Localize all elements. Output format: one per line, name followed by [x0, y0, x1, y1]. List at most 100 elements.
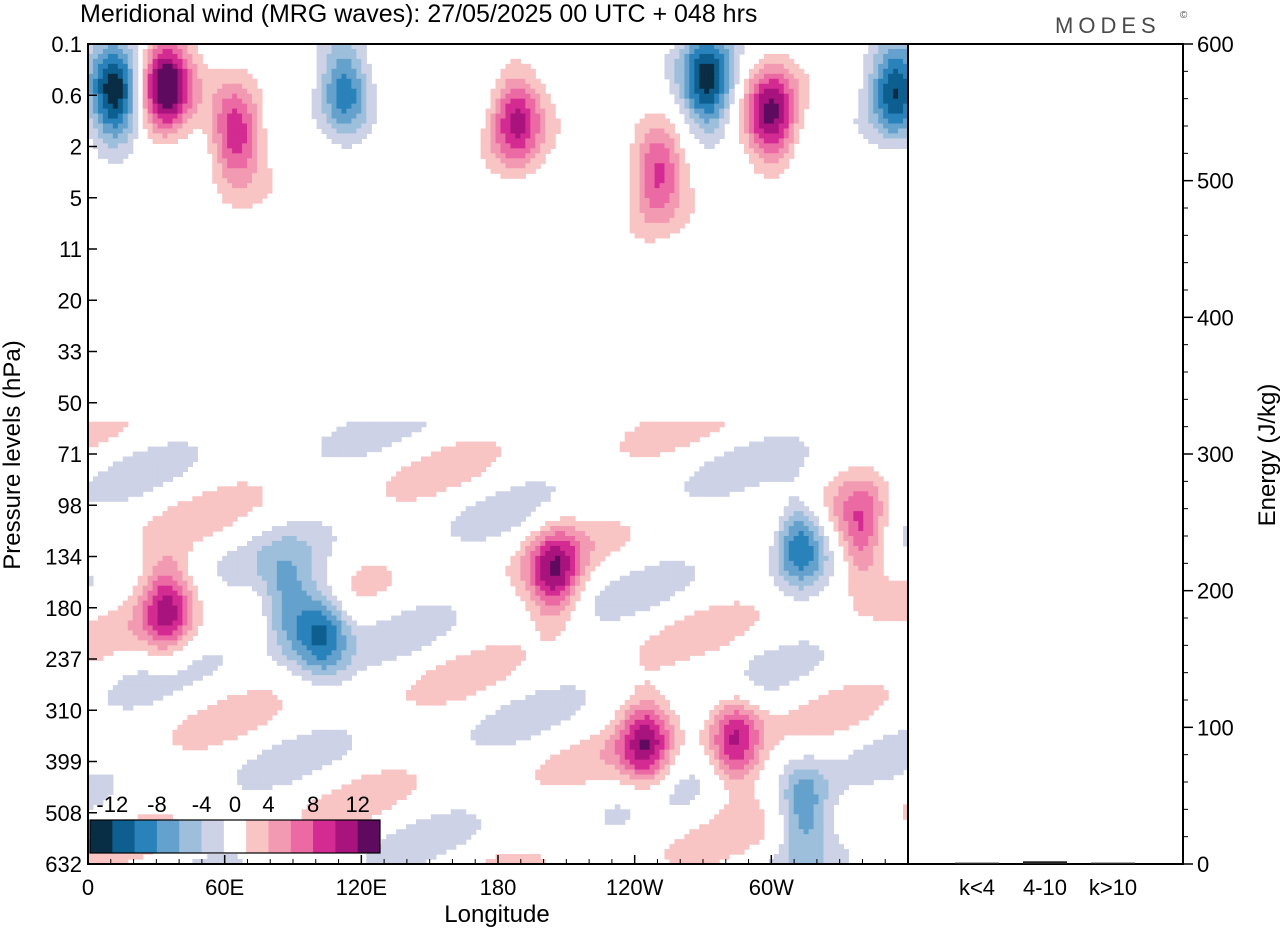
heat-cell — [158, 54, 164, 60]
heat-cell — [848, 556, 854, 562]
heat-cell — [237, 84, 243, 90]
heat-cell — [650, 163, 656, 169]
heat-cell — [858, 546, 864, 552]
heat-cell — [819, 576, 825, 582]
heat-cell — [217, 521, 223, 527]
heat-cell — [650, 193, 656, 199]
heat-cell — [898, 114, 904, 120]
heat-cell — [172, 94, 178, 100]
heat-cell — [366, 124, 372, 130]
heat-cell — [824, 496, 830, 502]
heat-cell — [252, 586, 258, 592]
heat-cell — [192, 64, 198, 70]
heat-cell — [838, 526, 844, 532]
heat-cell — [386, 486, 392, 492]
heat-cell — [118, 491, 124, 497]
heat-cell — [153, 69, 159, 75]
heat-cell — [843, 541, 849, 547]
heat-cell — [848, 581, 854, 587]
heat-cell — [237, 104, 243, 110]
heat-cell — [361, 566, 367, 572]
heat-cell — [172, 581, 178, 587]
heat-cell — [118, 143, 124, 149]
heat-cell — [515, 586, 521, 592]
heat-cell — [540, 99, 546, 105]
heat-cell — [669, 193, 675, 199]
heat-cell — [848, 481, 854, 487]
heat-cell — [719, 84, 725, 90]
heat-cell — [103, 84, 109, 90]
heat-cell — [664, 233, 670, 239]
heat-cell — [555, 526, 561, 532]
heat-cell — [640, 213, 646, 219]
heat-cell — [381, 427, 387, 433]
heat-cell — [878, 531, 884, 537]
heat-cell — [550, 625, 556, 631]
heat-cell — [277, 591, 283, 597]
heat-cell — [237, 486, 243, 492]
heat-cell — [774, 461, 780, 467]
heat-cell — [257, 133, 263, 139]
heat-cell — [118, 99, 124, 105]
heat-cell — [158, 625, 164, 631]
heat-cell — [98, 94, 104, 100]
heat-cell — [366, 79, 372, 85]
heat-cell — [192, 89, 198, 95]
heat-cell — [774, 447, 780, 453]
heat-cell — [148, 461, 154, 467]
heat-cell — [799, 501, 805, 507]
heat-cell — [172, 506, 178, 512]
heat-cell — [878, 526, 884, 532]
heat-cell — [496, 109, 502, 115]
heat-cell — [555, 625, 561, 631]
heat-cell — [744, 611, 750, 617]
heat-cell — [684, 432, 690, 438]
heat-cell — [838, 516, 844, 522]
heat-cell — [635, 442, 641, 448]
heat-cell — [565, 551, 571, 557]
heat-cell — [207, 531, 213, 537]
heat-cell — [163, 516, 169, 522]
heat-cell — [356, 119, 362, 125]
heat-cell — [650, 128, 656, 134]
heat-cell — [108, 148, 114, 154]
heat-cell — [868, 466, 874, 472]
heat-cell — [98, 124, 104, 130]
heat-cell — [401, 471, 407, 477]
heat-cell — [520, 84, 526, 90]
heat-cell — [247, 486, 253, 492]
heat-cell — [431, 486, 437, 492]
heat-cell — [272, 606, 278, 612]
heat-cell — [505, 124, 511, 130]
heat-cell — [242, 183, 248, 189]
heat-cell — [182, 59, 188, 65]
heat-cell — [93, 481, 99, 487]
heat-cell — [177, 571, 183, 577]
heat-cell — [212, 119, 218, 125]
heat-cell — [774, 581, 780, 587]
heat-cell — [605, 616, 611, 622]
heat-cell — [794, 511, 800, 517]
heat-cell — [227, 133, 233, 139]
heat-cell — [510, 114, 516, 120]
heat-cell — [635, 133, 641, 139]
heat-cell — [779, 551, 785, 557]
heat-cell — [401, 616, 407, 622]
heat-cell — [98, 153, 104, 159]
heat-cell — [500, 506, 506, 512]
heat-cell — [217, 571, 223, 577]
heat-cell — [600, 601, 606, 607]
heat-cell — [640, 208, 646, 214]
heat-cell — [645, 596, 651, 602]
heat-cell — [774, 119, 780, 125]
heat-cell — [520, 163, 526, 169]
heat-cell — [620, 606, 626, 612]
heat-cell — [789, 581, 795, 587]
heat-cell — [292, 566, 298, 572]
heat-cell — [431, 616, 437, 622]
heat-cell — [540, 481, 546, 487]
heat-cell — [371, 84, 377, 90]
heat-cell — [560, 521, 566, 527]
heat-cell — [252, 168, 258, 174]
heat-cell — [893, 601, 899, 607]
